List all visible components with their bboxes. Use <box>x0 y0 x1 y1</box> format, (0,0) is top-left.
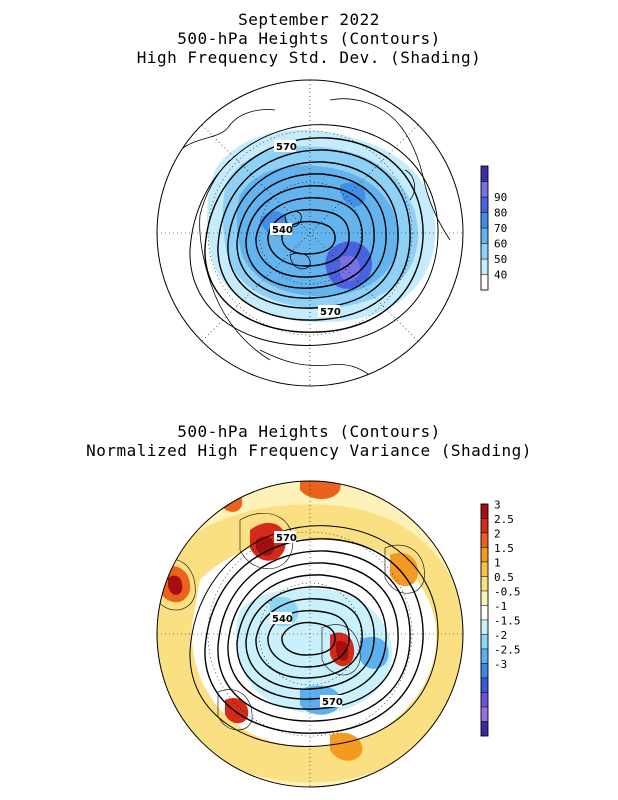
bottom-colorbar-swatch <box>480 503 489 519</box>
bottom-colorbar-swatch <box>480 619 489 635</box>
top-graticule <box>157 80 463 386</box>
top-contour-label-2: 540 <box>272 225 293 236</box>
bottom-map-boundary <box>156 480 464 788</box>
bottom-contour-label-2: 540 <box>272 614 293 625</box>
top-panel-title: September 2022 500-hPa Heights (Contours… <box>0 10 618 67</box>
bottom-colorbar-swatch <box>480 561 489 577</box>
bottom-colorbar-swatch <box>480 663 489 679</box>
bottom-shading <box>157 481 463 787</box>
top-colorbar-tick-label: 40 <box>494 269 507 282</box>
bottom-colorbar-swatch <box>480 706 489 722</box>
top-colorbar-swatch <box>480 243 489 260</box>
top-colorbar-swatch <box>480 227 489 244</box>
bottom-colorbar-tick-label: 0.5 <box>494 571 514 584</box>
bottom-polar-map: 570 540 570 <box>156 480 464 788</box>
bottom-colorbar-tick-label: -2.5 <box>494 644 521 657</box>
top-contour-label-1: 570 <box>276 142 297 153</box>
bottom-colorbar-tick-label: 1 <box>494 557 501 570</box>
top-map-boundary <box>156 79 464 387</box>
bottom-graticule <box>157 481 463 787</box>
top-title-line-2: 500-hPa Heights (Contours) <box>177 29 441 48</box>
bottom-contour-labels: 570 540 570 <box>270 531 343 708</box>
bottom-colorbar-swatch <box>480 518 489 534</box>
bottom-colorbar-tick-label: -2 <box>494 629 507 642</box>
top-colorbar-swatch <box>480 181 489 198</box>
top-colorbar-swatch <box>480 212 489 229</box>
bottom-title-line-1: 500-hPa Heights (Contours) <box>177 422 441 441</box>
top-colorbar-tick-label: 60 <box>494 238 507 251</box>
bottom-colorbar-swatch <box>480 605 489 621</box>
bottom-colorbar-swatch <box>480 648 489 664</box>
top-colorbar-swatch <box>480 196 489 213</box>
bottom-title-line-2: Normalized High Frequency Variance (Shad… <box>86 441 532 460</box>
top-colorbar: 40 50 60 70 80 90 <box>480 165 507 291</box>
bottom-colorbar-swatch <box>480 532 489 548</box>
bottom-contour-label-1: 570 <box>276 533 297 544</box>
bottom-panel-title: 500-hPa Heights (Contours) Normalized Hi… <box>0 422 618 460</box>
bottom-colorbar-tick-label: -1 <box>494 600 507 613</box>
top-colorbar-tick-label: 50 <box>494 253 507 266</box>
bottom-colorbar-swatch <box>480 576 489 592</box>
bottom-colorbar-tick-label: 3 <box>494 499 501 512</box>
top-colorbar-swatch <box>480 165 489 182</box>
top-title-line-3: High Frequency Std. Dev. (Shading) <box>136 48 482 67</box>
bottom-colorbar-tick-label: 2 <box>494 528 501 541</box>
top-colorbar-swatch <box>480 258 489 275</box>
bottom-colorbar-tick-label: 1.5 <box>494 542 514 555</box>
bottom-colorbar: 32.5 21.5 10.5 -0.5-1 -1.5-2 -2.5-3 <box>480 499 521 737</box>
bottom-colorbar-swatch <box>480 692 489 708</box>
bottom-colorbar-swatch <box>480 721 489 737</box>
bottom-colorbar-swatch <box>480 677 489 693</box>
top-contour-labels: 570 540 570 <box>270 140 341 318</box>
top-colorbar-swatch <box>480 274 489 291</box>
bottom-colorbar-tick-label: 2.5 <box>494 513 514 526</box>
bottom-colorbar-swatch <box>480 590 489 606</box>
top-colorbar-tick-label: 80 <box>494 207 507 220</box>
top-title-line-1: September 2022 <box>238 10 380 29</box>
top-contour-label-3: 570 <box>320 307 341 318</box>
top-colorbar-tick-label: 70 <box>494 222 507 235</box>
bottom-colorbar-tick-label: -3 <box>494 658 507 671</box>
bottom-colorbar-frame <box>480 503 489 737</box>
top-colorbar-tick-label: 90 <box>494 191 507 204</box>
top-polar-map: 570 540 570 <box>156 79 464 387</box>
bottom-height-contours <box>189 525 439 747</box>
bottom-colorbar-tick-label: -1.5 <box>494 615 521 628</box>
top-height-contours <box>189 124 439 346</box>
bottom-contour-label-3: 570 <box>322 697 343 708</box>
bottom-colorbar-swatch <box>480 547 489 563</box>
bottom-colorbar-tick-label: -0.5 <box>494 586 521 599</box>
bottom-colorbar-swatch <box>480 634 489 650</box>
top-colorbar-frame <box>480 165 489 291</box>
